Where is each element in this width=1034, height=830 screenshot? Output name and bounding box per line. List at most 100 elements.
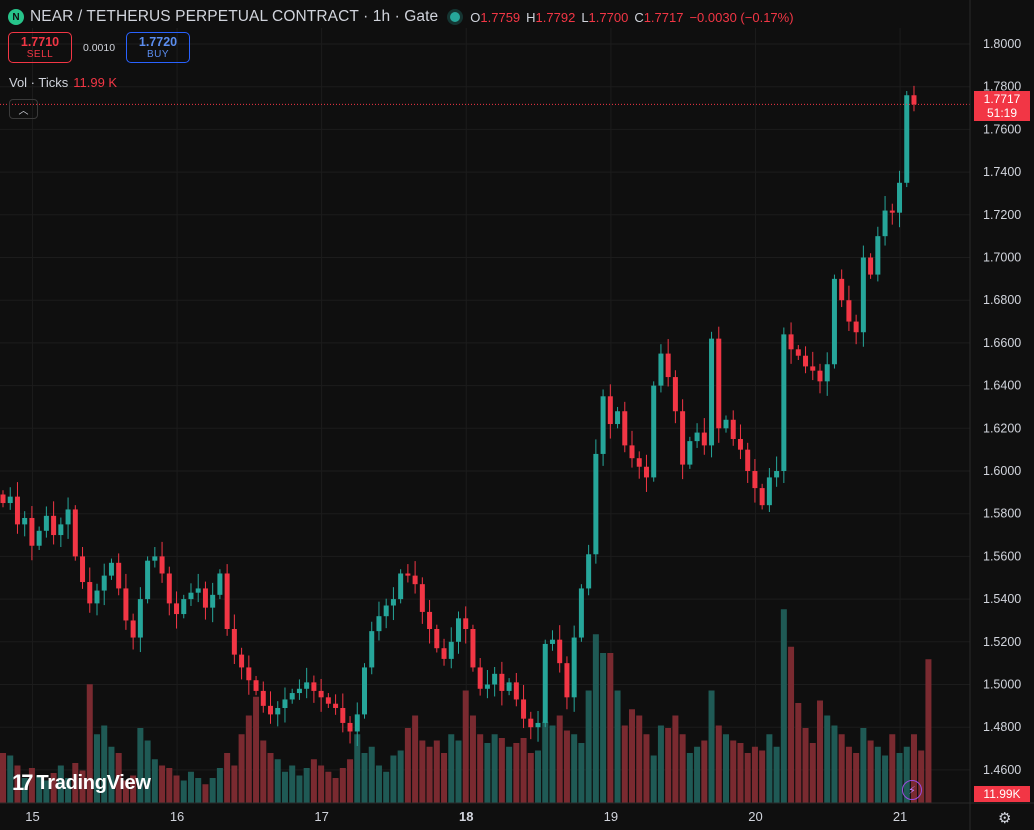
- candle-body: [390, 599, 396, 606]
- price-tick-label: 1.7800: [983, 80, 1021, 94]
- candle-body: [362, 667, 367, 715]
- candle-body: [188, 592, 194, 600]
- candle-body: [759, 488, 765, 506]
- time-tick-label: 21: [893, 809, 907, 824]
- candle-body: [701, 432, 707, 446]
- volume-bar: [506, 746, 513, 803]
- volume-bar: [831, 725, 838, 803]
- tradingview-logo[interactable]: 17 TradingView: [12, 770, 151, 796]
- near-logo-icon: N: [8, 9, 24, 25]
- volume-bar: [766, 734, 773, 803]
- candle-body: [665, 353, 671, 378]
- volume-bar: [108, 746, 115, 803]
- candle-body: [607, 396, 613, 425]
- candle-body: [470, 628, 476, 668]
- candle-body: [296, 688, 302, 694]
- candle-body: [123, 588, 129, 621]
- sell-button[interactable]: 1.7710 SELL: [8, 32, 72, 63]
- price-tick-label: 1.6600: [983, 336, 1021, 350]
- ohlc-key: C: [634, 9, 644, 25]
- candle-body: [419, 584, 425, 612]
- candle-body: [239, 654, 245, 668]
- candle-body: [672, 377, 678, 412]
- candle-body: [875, 236, 881, 275]
- candle-body: [535, 722, 541, 728]
- candle-body: [246, 667, 252, 681]
- candle-body: [427, 611, 433, 629]
- symbol-title[interactable]: NEAR / TETHERUS PERPETUAL CONTRACT · 1h …: [30, 8, 439, 25]
- volume-bar: [115, 753, 122, 803]
- sell-price: 1.7710: [20, 34, 60, 49]
- volume-bar: [853, 753, 860, 803]
- candle-body: [709, 338, 715, 446]
- candle-body: [839, 278, 845, 301]
- volume-bar: [477, 734, 484, 803]
- volume-bar: [7, 755, 14, 803]
- price-tick-label: 1.6200: [983, 421, 1021, 435]
- candle-body: [441, 648, 447, 659]
- collapse-legend-button[interactable]: ︿: [9, 99, 38, 119]
- volume-bar: [216, 768, 223, 803]
- volume-bar: [419, 740, 426, 803]
- volume-bar: [686, 753, 693, 803]
- candle-body: [716, 338, 722, 429]
- buy-button[interactable]: 1.7720 BUY: [126, 32, 190, 63]
- candle-body: [528, 718, 534, 728]
- volume-bar: [274, 759, 281, 803]
- volume-bar: [281, 771, 288, 803]
- ohlc-key: H: [526, 9, 536, 25]
- time-tick-label: 16: [170, 809, 184, 824]
- gear-icon[interactable]: ⚙: [998, 810, 1012, 827]
- candle-body: [578, 588, 584, 638]
- volume-bar: [542, 721, 549, 803]
- lightning-icon[interactable]: ⚡: [902, 780, 922, 800]
- volume-bar: [267, 753, 274, 803]
- volume-bar: [896, 753, 903, 803]
- volume-bar: [224, 753, 231, 803]
- volume-bar: [318, 765, 325, 803]
- candle-body: [737, 438, 743, 450]
- volume-bar: [723, 734, 729, 803]
- volume-bar: [549, 725, 556, 803]
- volume-bar: [751, 746, 758, 803]
- volume-bar: [484, 743, 491, 803]
- candle-body: [210, 594, 216, 608]
- volume-bar: [535, 750, 542, 803]
- volume-bar: [43, 780, 50, 803]
- candle-body: [521, 699, 527, 719]
- volume-bar: [368, 746, 375, 803]
- volume-bar: [332, 778, 339, 803]
- candle-body: [680, 411, 686, 465]
- candle-body: [643, 466, 649, 478]
- volume-badge: 11.99K: [974, 786, 1030, 802]
- volume-bar: [874, 746, 881, 803]
- candle-body: [824, 364, 830, 382]
- volume-bar: [0, 753, 6, 803]
- candle-body: [130, 620, 136, 638]
- candle-body: [405, 573, 411, 576]
- time-tick-label: 19: [604, 809, 618, 824]
- buy-label: BUY: [146, 48, 170, 60]
- chart-header: N NEAR / TETHERUS PERPETUAL CONTRACT · 1…: [8, 6, 794, 28]
- volume-bar: [397, 750, 404, 803]
- volume-bar: [65, 778, 72, 803]
- volume-bar: [383, 771, 390, 803]
- volume-legend[interactable]: Vol · Ticks 11.99 K: [9, 75, 117, 90]
- candle-body: [803, 355, 809, 367]
- candle-body: [412, 575, 418, 585]
- volume-bar: [679, 734, 686, 803]
- volume-bar: [491, 734, 498, 803]
- volume-bar: [563, 730, 570, 803]
- volume-bar: [650, 755, 657, 803]
- candle-body: [217, 573, 223, 595]
- price-tick-label: 1.7200: [983, 208, 1021, 222]
- candle-body: [817, 370, 823, 382]
- candle-body: [658, 353, 664, 386]
- volume-bar: [260, 740, 267, 803]
- candle-body: [687, 441, 693, 465]
- candle-body: [781, 334, 787, 472]
- volume-bar: [903, 746, 910, 803]
- candle-body: [108, 562, 114, 576]
- volume-bar: [513, 743, 520, 803]
